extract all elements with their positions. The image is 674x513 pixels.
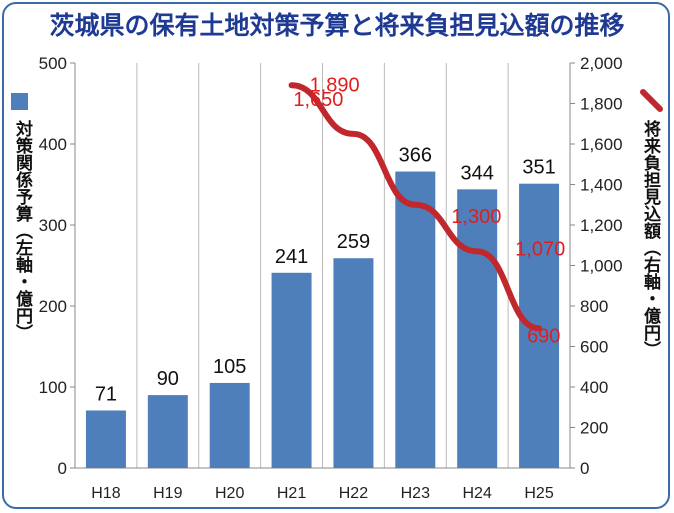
right-tick-label: 200 [580, 419, 608, 438]
right-tick-label: 400 [580, 378, 608, 397]
left-legend-swatch [11, 93, 28, 110]
bar-value-label: 351 [522, 157, 555, 179]
right-tick-label: 1,200 [580, 216, 623, 235]
right-tick-label: 1,800 [580, 95, 623, 114]
x-tick-label: H22 [339, 485, 368, 502]
bar-value-label: 344 [461, 162, 494, 184]
x-tick-label: H25 [524, 485, 553, 502]
x-tick-label: H21 [277, 485, 306, 502]
bar-value-label: 259 [337, 231, 370, 253]
right-tick-label: 0 [580, 459, 589, 478]
bar [333, 258, 374, 468]
line-value-label: 1,070 [515, 238, 565, 260]
line-value-label: 690 [527, 325, 560, 347]
bar-value-label: 241 [275, 246, 308, 268]
x-tick-label: H18 [91, 485, 120, 502]
left-tick-label: 500 [39, 54, 67, 73]
right-tick-label: 1,000 [580, 257, 623, 276]
right-tick-label: 2,000 [580, 54, 623, 73]
left-tick-label: 300 [39, 216, 67, 235]
bar-value-label: 71 [95, 383, 117, 405]
bar [85, 410, 126, 468]
right-tick-label: 1,400 [580, 176, 623, 195]
right-axis-label-text: 将来負担見込額（右軸・億円） [640, 120, 660, 358]
left-tick-label: 400 [39, 135, 67, 154]
x-tick-label: H23 [401, 485, 430, 502]
right-tick-label: 600 [580, 338, 608, 357]
right-tick-label: 800 [580, 297, 608, 316]
bar-value-label: 90 [157, 368, 179, 390]
left-tick-label: 100 [39, 378, 67, 397]
chart-title: 茨城県の保有土地対策予算と将来負担見込額の推移 [49, 11, 625, 40]
bar [457, 189, 498, 469]
right-axis-label: 将来負担見込額（右軸・億円） [640, 120, 660, 358]
x-tick-label: H24 [463, 485, 492, 502]
left-axis-label-text: 対策関係予算（左軸・億円） [12, 120, 32, 341]
bar-value-label: 366 [399, 145, 432, 167]
line-value-label: 1,890 [310, 74, 360, 96]
line-value-label: 1,300 [451, 206, 501, 228]
bar [271, 272, 312, 468]
x-tick-label: H19 [153, 485, 182, 502]
line-value-label: 1,650 [293, 89, 343, 111]
right-tick-label: 1,600 [580, 135, 623, 154]
bar [395, 171, 436, 469]
left-tick-label: 200 [39, 297, 67, 316]
left-tick-label: 0 [58, 459, 67, 478]
left-axis-label: 対策関係予算（左軸・億円） [12, 120, 32, 341]
right-legend-swatch [640, 89, 663, 112]
bar [209, 382, 250, 468]
bar [147, 395, 188, 468]
bar-value-label: 105 [213, 356, 246, 378]
x-tick-label: H20 [215, 485, 244, 502]
